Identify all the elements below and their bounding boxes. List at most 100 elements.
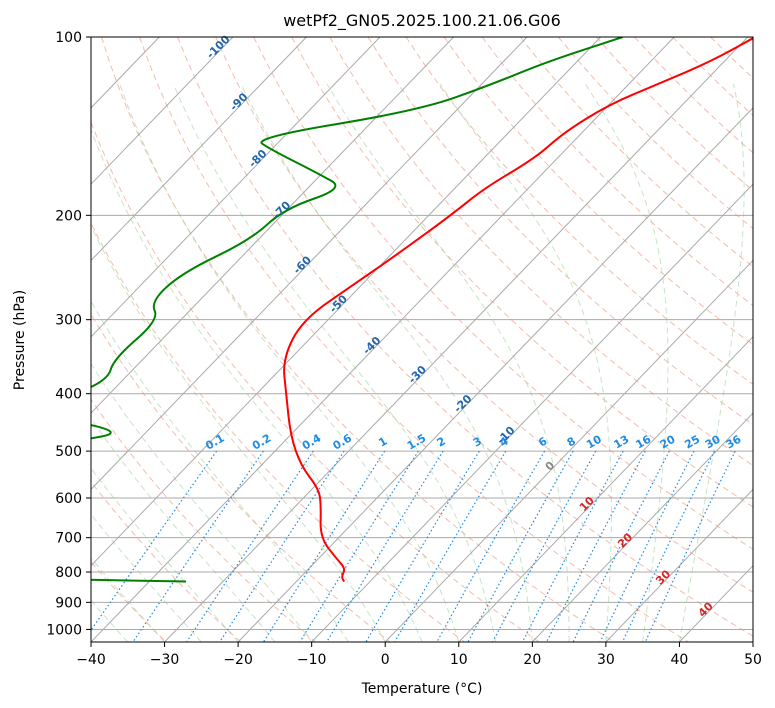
isotherm-line bbox=[91, 37, 381, 338]
isotherm-label: 20 bbox=[615, 530, 635, 550]
isotherm-label: -90 bbox=[227, 90, 250, 113]
dry-adiabat bbox=[519, 37, 753, 268]
mixing-ratio-line bbox=[91, 450, 218, 632]
isotherm-line bbox=[91, 37, 307, 262]
moist-adiabat bbox=[584, 83, 669, 642]
moist-adiabat bbox=[91, 557, 165, 642]
isotherm-line bbox=[605, 488, 753, 642]
x-tick-label: 30 bbox=[597, 652, 615, 668]
isotherm-label: 10 bbox=[577, 494, 597, 514]
dry-adiabat bbox=[139, 37, 689, 642]
dry-adiabat bbox=[710, 37, 753, 79]
dry-adiabat bbox=[91, 120, 540, 642]
mixing-ratio-label: 8 bbox=[565, 435, 578, 450]
mixing-ratio-line bbox=[365, 450, 480, 642]
isotherm-label: -30 bbox=[406, 363, 429, 386]
mixing-ratio-line bbox=[132, 450, 264, 642]
mixing-ratio-label: 0.4 bbox=[300, 431, 324, 452]
moist-adiabat bbox=[91, 225, 386, 642]
dry-adiabat bbox=[253, 37, 753, 550]
x-tick-label: −20 bbox=[223, 652, 253, 668]
chart-title: wetPf2_GN05.2025.100.21.06.G06 bbox=[283, 11, 561, 31]
y-tick-label: 1000 bbox=[46, 622, 82, 638]
moist-adiabat bbox=[91, 362, 313, 642]
isotherm-line bbox=[384, 259, 753, 642]
dry-adiabat bbox=[329, 37, 753, 467]
moist-adiabat bbox=[240, 83, 533, 642]
dry-adiabat bbox=[596, 37, 753, 192]
dry-adiabat bbox=[405, 37, 753, 386]
mixing-ratio-label: 0.2 bbox=[250, 432, 273, 453]
isotherm-line bbox=[531, 412, 753, 642]
x-tick-label: −40 bbox=[76, 652, 106, 668]
isotherm-line bbox=[458, 336, 753, 642]
x-tick-label: −30 bbox=[150, 652, 180, 668]
mixing-ratio-line bbox=[299, 450, 419, 642]
y-axis-label: Pressure (hPa) bbox=[12, 290, 28, 390]
isotherm-label: -60 bbox=[291, 253, 314, 276]
line-labels: 0.1 0.2 0.4 0.6 1 1.5 2 3 4 6 8 10 13 16 20 25 30 36-100-… bbox=[203, 33, 743, 620]
plot-frame bbox=[90, 36, 754, 643]
isotherm-line bbox=[91, 37, 234, 185]
mixing-ratio-line bbox=[546, 450, 646, 642]
mixing-ratio-line bbox=[326, 450, 444, 642]
moist-adiabat bbox=[91, 417, 276, 642]
mixing-ratio-line bbox=[492, 450, 597, 642]
isotherm-line bbox=[164, 37, 749, 642]
isotherm-line bbox=[311, 183, 753, 642]
dewpoint-profile bbox=[91, 37, 624, 583]
mixing-ratio-line bbox=[467, 450, 574, 642]
y-tick-label: 800 bbox=[55, 565, 82, 581]
x-tick-label: 50 bbox=[744, 652, 762, 668]
data-series bbox=[91, 37, 753, 583]
y-tick-label: 500 bbox=[55, 444, 82, 460]
y-tick-label: 200 bbox=[55, 208, 82, 224]
mixing-ratio-label: 13 bbox=[611, 433, 631, 452]
dry-adiabat bbox=[443, 37, 753, 346]
isotherm-line bbox=[237, 107, 753, 642]
x-tick-label: 0 bbox=[381, 652, 390, 668]
isotherm-label: -80 bbox=[246, 147, 269, 170]
isotherm-line bbox=[91, 37, 454, 414]
dry-adiabat bbox=[634, 37, 753, 154]
isotherm-line bbox=[752, 641, 753, 642]
mixing-ratio-line bbox=[394, 450, 507, 642]
moist-adiabat bbox=[91, 467, 239, 642]
y-tick-label: 900 bbox=[55, 595, 82, 611]
dry-adiabat bbox=[557, 37, 753, 230]
mixing-ratio-line bbox=[572, 450, 670, 642]
y-tick-label: 700 bbox=[55, 531, 82, 547]
moist-adiabat bbox=[439, 83, 612, 642]
mixing-ratio-line bbox=[521, 450, 624, 642]
mixing-ratio-label: 25 bbox=[682, 433, 702, 452]
mixing-ratio-label: 20 bbox=[658, 432, 678, 451]
mixing-ratio-line bbox=[262, 450, 386, 642]
moist-adiabat bbox=[91, 513, 202, 642]
moist-adiabat bbox=[326, 83, 570, 642]
mixing-ratio-label: 0.1 bbox=[203, 432, 226, 453]
isotherm-label: -10 bbox=[494, 424, 517, 447]
y-tick-label: 400 bbox=[55, 387, 82, 403]
isotherm-line bbox=[0, 37, 12, 642]
moist-adiabat bbox=[678, 83, 745, 642]
isotherm-label: -50 bbox=[327, 292, 350, 315]
dry-adiabat bbox=[672, 37, 753, 116]
dry-adiabat bbox=[101, 37, 614, 642]
isotherm-label: -20 bbox=[451, 392, 474, 415]
x-tick-label: 40 bbox=[671, 652, 689, 668]
mixing-ratio-line bbox=[186, 450, 314, 642]
dry-adiabat bbox=[91, 561, 167, 642]
isotherm-label: -40 bbox=[360, 334, 383, 357]
mixing-ratio-line bbox=[599, 450, 695, 642]
moist-adiabat bbox=[91, 128, 423, 642]
moist-adiabat bbox=[91, 300, 349, 642]
y-tick-label: 100 bbox=[55, 30, 82, 46]
dry-adiabat bbox=[215, 37, 753, 593]
temperature-profile bbox=[283, 37, 753, 583]
isotherm-line bbox=[91, 37, 675, 642]
isotherm-line bbox=[91, 37, 528, 491]
x-tick-label: −10 bbox=[297, 652, 327, 668]
mixing-ratio-label: 30 bbox=[703, 432, 723, 451]
x-tick-label: 10 bbox=[450, 652, 468, 668]
mixing-ratio-line bbox=[622, 450, 716, 642]
